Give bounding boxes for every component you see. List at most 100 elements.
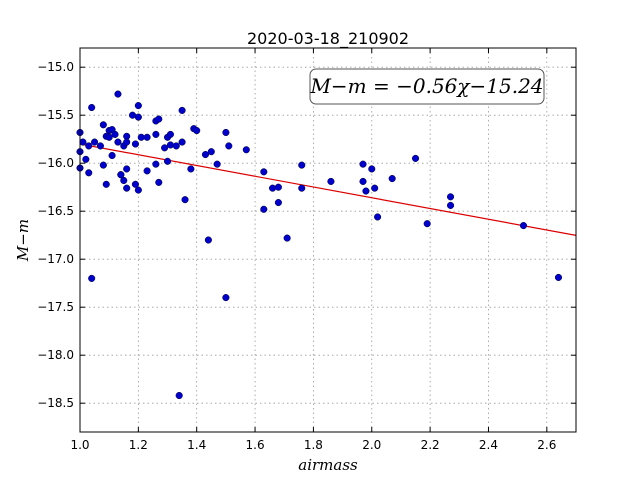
x-tick-label: 1.4 (187, 438, 206, 452)
data-point (222, 294, 230, 302)
data-point (446, 201, 455, 209)
y-axis-ticks: −15.0 −15.5 −16.0 −16.5 −17.0 −17.5 −18.0 −18.5 (37, 60, 576, 410)
data-point (519, 222, 528, 230)
x-tick-label: 2.4 (479, 438, 498, 452)
annotation-box (309, 68, 545, 105)
data-point (88, 103, 96, 112)
data-point (187, 165, 195, 173)
data-point (327, 177, 335, 185)
x-tick-label: 1.6 (246, 438, 265, 452)
annotation-text: M−m = −0.56χ−15.24 (309, 74, 543, 98)
y-tick-label: −16.0 (37, 156, 74, 170)
data-point (260, 168, 268, 176)
data-point (131, 140, 139, 148)
data-point (166, 141, 174, 149)
y-tick-label: −15.0 (37, 60, 74, 74)
data-point (181, 196, 189, 204)
data-point (105, 133, 113, 141)
y-tick-label: −16.5 (37, 204, 74, 218)
data-point (108, 151, 116, 160)
data-point (178, 138, 186, 146)
data-point (172, 142, 180, 150)
data-point (207, 148, 215, 156)
data-point (134, 186, 142, 194)
x-axis-label: airmass (298, 456, 358, 474)
data-point (117, 171, 125, 179)
data-point (175, 391, 183, 400)
data-point (201, 151, 210, 159)
x-tick-label: 2.0 (362, 438, 381, 452)
data-point (222, 128, 230, 137)
data-point (423, 220, 431, 228)
data-point (99, 161, 107, 169)
data-point (368, 165, 376, 173)
data-point (85, 142, 93, 150)
data-point (161, 144, 169, 152)
data-point (242, 146, 250, 154)
data-point (225, 142, 233, 150)
data-point (371, 184, 379, 192)
data-point (362, 187, 370, 195)
data-point (155, 115, 163, 123)
data-point (131, 180, 139, 188)
data-point (102, 180, 110, 188)
data-point (143, 133, 151, 141)
data-point (134, 102, 142, 110)
x-tick-label: 2.6 (537, 438, 556, 452)
fit-line (79, 143, 577, 236)
x-axis-ticks: 1.0 1.2 1.4 1.6 1.8 2.0 2.2 2.4 2.6 (70, 48, 556, 452)
data-point (359, 160, 367, 168)
data-point (554, 273, 563, 281)
chart-title: 2020-03-18_210902 (247, 29, 409, 49)
data-point (114, 138, 122, 146)
x-tick-label: 1.2 (129, 438, 148, 452)
data-point (123, 184, 131, 192)
fit-line-layer (79, 143, 577, 236)
data-points (76, 90, 563, 400)
data-point (374, 213, 382, 221)
y-tick-label: −18.5 (37, 396, 74, 410)
data-point (359, 177, 367, 185)
data-point (446, 193, 455, 201)
data-point (204, 236, 212, 244)
data-point (82, 155, 90, 163)
data-point (178, 106, 186, 114)
data-point (123, 138, 131, 146)
data-point (91, 138, 99, 146)
data-point (298, 161, 306, 169)
y-tick-label: −15.5 (37, 108, 74, 122)
data-point (134, 113, 142, 121)
data-point (260, 205, 268, 213)
data-point (411, 154, 420, 162)
data-point (152, 130, 160, 138)
data-point (163, 157, 172, 165)
grid-lines (79, 48, 576, 432)
data-point (111, 130, 119, 138)
y-tick-label: −17.5 (37, 300, 74, 314)
data-point (123, 165, 131, 173)
y-axis-label: M−m (14, 219, 32, 262)
data-point (269, 184, 277, 192)
data-point (120, 176, 128, 185)
data-point (99, 121, 107, 129)
x-tick-label: 1.0 (70, 438, 89, 452)
y-tick-label: −17.0 (37, 252, 74, 266)
data-point (388, 175, 396, 183)
data-point (298, 184, 306, 192)
plot-frame (79, 47, 577, 433)
x-tick-label: 2.2 (421, 438, 440, 452)
data-point (96, 142, 104, 150)
data-point (155, 178, 163, 186)
data-point (283, 234, 291, 242)
data-point (274, 199, 282, 207)
y-tick-label: −18.0 (37, 348, 74, 362)
data-point (79, 138, 87, 146)
data-point (85, 169, 93, 177)
data-point (193, 127, 201, 135)
data-point (274, 183, 282, 191)
fit-annotation: M−m = −0.56χ−15.24 (309, 68, 545, 105)
data-point (114, 90, 122, 98)
data-point (213, 160, 221, 168)
data-point (88, 274, 96, 282)
